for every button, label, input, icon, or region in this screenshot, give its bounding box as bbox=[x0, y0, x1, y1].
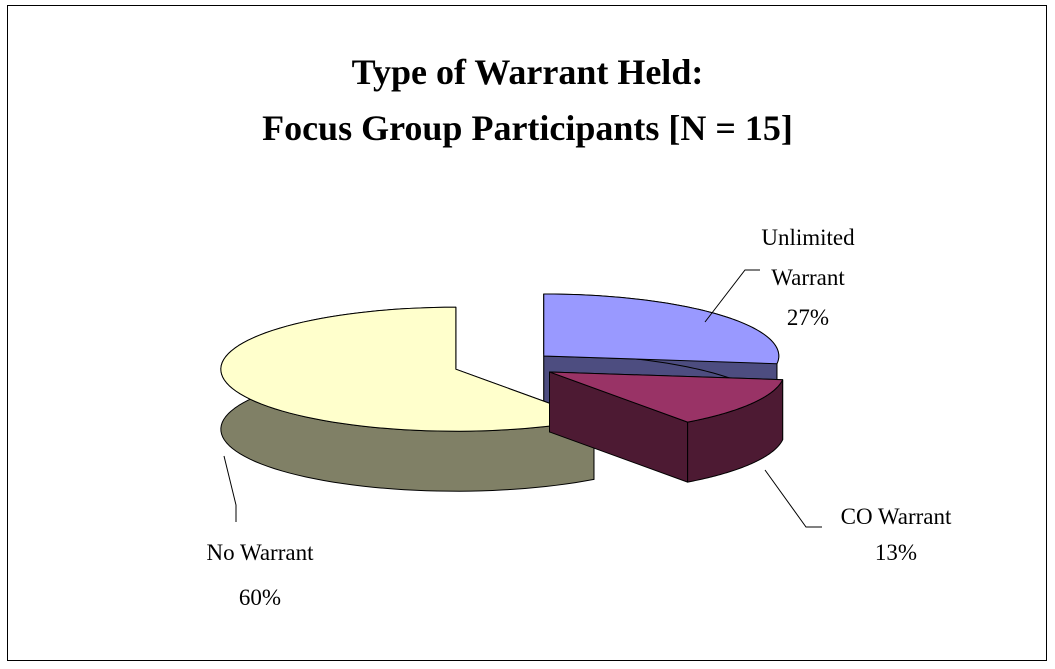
slice-label: Unlimited Warrant bbox=[761, 225, 855, 290]
leader-line bbox=[704, 269, 760, 323]
leader-line bbox=[764, 469, 822, 528]
slice bbox=[549, 371, 784, 483]
slice-top bbox=[220, 306, 595, 432]
value-label: 60% bbox=[238, 585, 282, 610]
value-label: 13% bbox=[874, 540, 918, 565]
slice-label: No Warrant bbox=[206, 540, 314, 565]
chart-title: Focus Group Participants [N = 15] bbox=[262, 108, 793, 148]
pie bbox=[220, 293, 784, 492]
leader-line bbox=[223, 455, 237, 522]
value-label: 27% bbox=[786, 305, 830, 330]
slice bbox=[220, 306, 595, 492]
chart-title: Type of Warrant Held: bbox=[351, 52, 704, 92]
chart-border bbox=[7, 5, 1047, 661]
slice-top bbox=[543, 293, 780, 365]
slice-label: CO Warrant bbox=[840, 504, 952, 529]
slice-top bbox=[549, 371, 784, 423]
